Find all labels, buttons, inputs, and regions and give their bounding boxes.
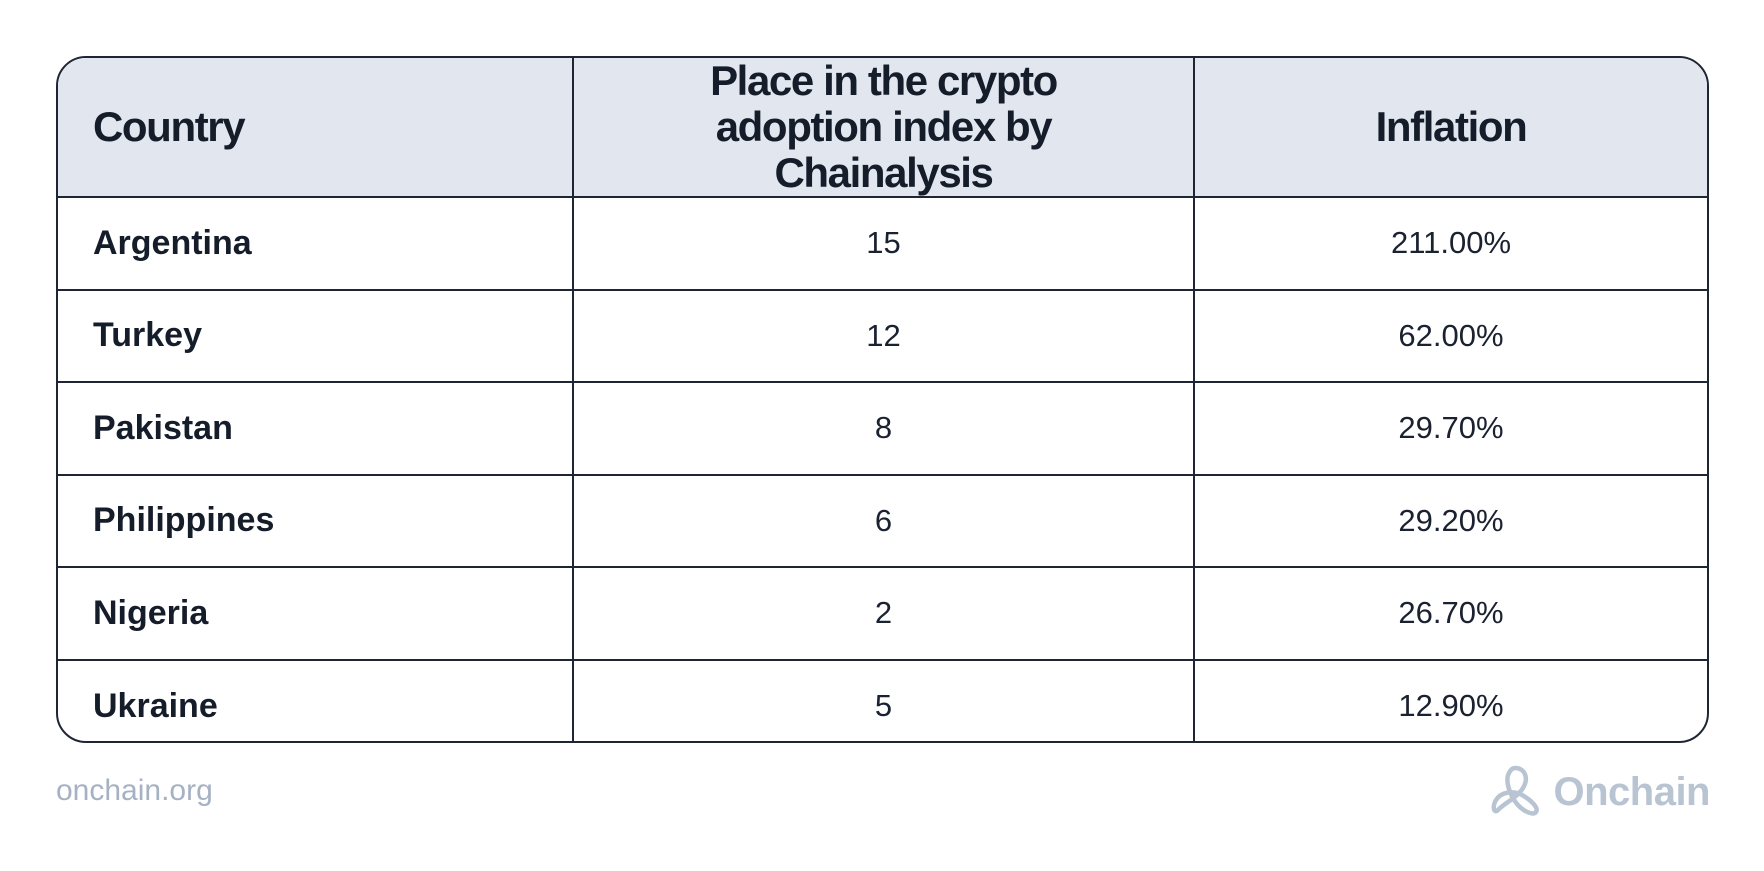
place-cell: 5 xyxy=(573,659,1195,741)
table-row: Argentina 15 211.00% xyxy=(58,197,1707,291)
data-table-container: Country Place in the crypto adoption ind… xyxy=(56,56,1709,743)
country-cell: Argentina xyxy=(58,197,574,291)
place-cell: 2 xyxy=(573,567,1195,661)
country-cell: Pakistan xyxy=(58,382,574,476)
place-cell: 15 xyxy=(573,197,1195,291)
table-row: Ukraine 5 12.90% xyxy=(58,659,1707,741)
country-cell: Ukraine xyxy=(58,659,574,741)
place-cell: 6 xyxy=(573,474,1195,568)
table-row: Nigeria 2 26.70% xyxy=(58,567,1707,661)
table-header-row: Country Place in the crypto adoption ind… xyxy=(58,57,1707,198)
inflation-adoption-table: Country Place in the crypto adoption ind… xyxy=(58,57,1707,741)
column-header-adoption-place: Place in the crypto adoption index by Ch… xyxy=(573,57,1195,198)
brand-name: Onchain xyxy=(1553,770,1710,814)
footer-url: onchain.org xyxy=(56,774,213,807)
country-cell: Nigeria xyxy=(58,567,574,661)
adoption-header-text: Place in the crypto adoption index by Ch… xyxy=(710,57,1058,196)
column-header-country: Country xyxy=(58,58,574,198)
place-cell: 12 xyxy=(573,289,1195,383)
inflation-cell: 29.20% xyxy=(1194,474,1707,568)
onchain-knot-logo-icon xyxy=(1489,764,1545,821)
brand-logo: Onchain xyxy=(1489,764,1710,821)
column-header-inflation: Inflation xyxy=(1194,58,1707,198)
inflation-cell: 12.90% xyxy=(1398,688,1504,724)
inflation-cell: 62.00% xyxy=(1194,289,1707,383)
table-row: Turkey 12 62.00% xyxy=(58,289,1707,383)
place-cell: 8 xyxy=(573,382,1195,476)
table-row: Philippines 6 29.20% xyxy=(58,474,1707,568)
inflation-cell: 26.70% xyxy=(1194,567,1707,661)
country-cell: Turkey xyxy=(58,289,574,383)
inflation-cell: 211.00% xyxy=(1194,197,1707,291)
country-cell: Philippines xyxy=(58,474,574,568)
inflation-cell: 29.70% xyxy=(1194,382,1707,476)
table-row: Pakistan 8 29.70% xyxy=(58,382,1707,476)
